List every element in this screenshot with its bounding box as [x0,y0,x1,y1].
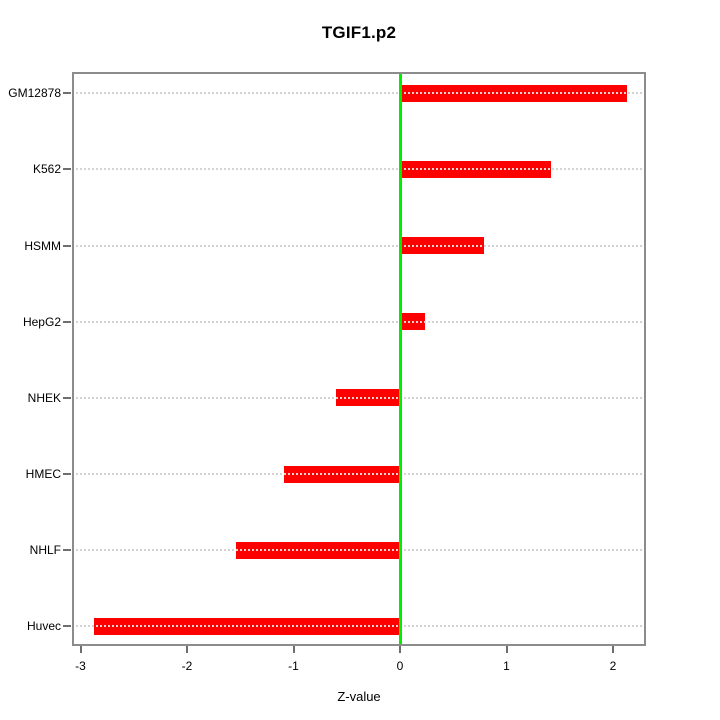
x-tick [186,646,188,653]
x-tick [292,646,295,653]
x-tick-label: 1 [503,659,510,673]
x-tick [505,646,508,653]
x-axis-label: Z-value [337,689,381,704]
x-tick-label: -1 [288,659,299,673]
plot-area [72,72,646,646]
gridline [72,320,646,323]
x-tick-label: -3 [75,659,86,673]
gridline [72,473,646,475]
y-tick-label: NHEK [27,390,61,405]
y-tick-label: HepG2 [22,314,61,329]
y-tick-label: HSMM [24,238,61,253]
x-tick-label: 2 [609,659,617,673]
gridline [72,244,646,247]
gridline [72,625,646,628]
y-tick [63,168,71,171]
y-tick-label: K562 [32,162,61,177]
y-tick-label: HMEC [25,467,61,481]
gridline [72,549,646,552]
x-tick-label: -2 [181,659,193,673]
x-tick [612,646,614,653]
x-tick [399,646,401,653]
y-tick-label: NHLF [29,543,61,558]
y-tick [63,625,71,628]
x-tick [79,646,82,653]
y-tick [63,549,71,552]
y-tick-label: Huvec [26,619,61,634]
y-tick [63,396,71,399]
chart-title: TGIF1.p2 [321,23,397,42]
gridline [72,168,646,171]
y-tick [63,473,71,475]
gridline [72,92,646,95]
zero-line [398,72,402,646]
y-tick-label: GM12878 [8,86,61,101]
plot-box-border [72,72,646,646]
gridline [72,396,646,399]
y-tick [63,320,71,323]
y-tick [63,244,71,247]
y-tick [63,92,71,95]
x-tick-label: 0 [396,659,404,673]
